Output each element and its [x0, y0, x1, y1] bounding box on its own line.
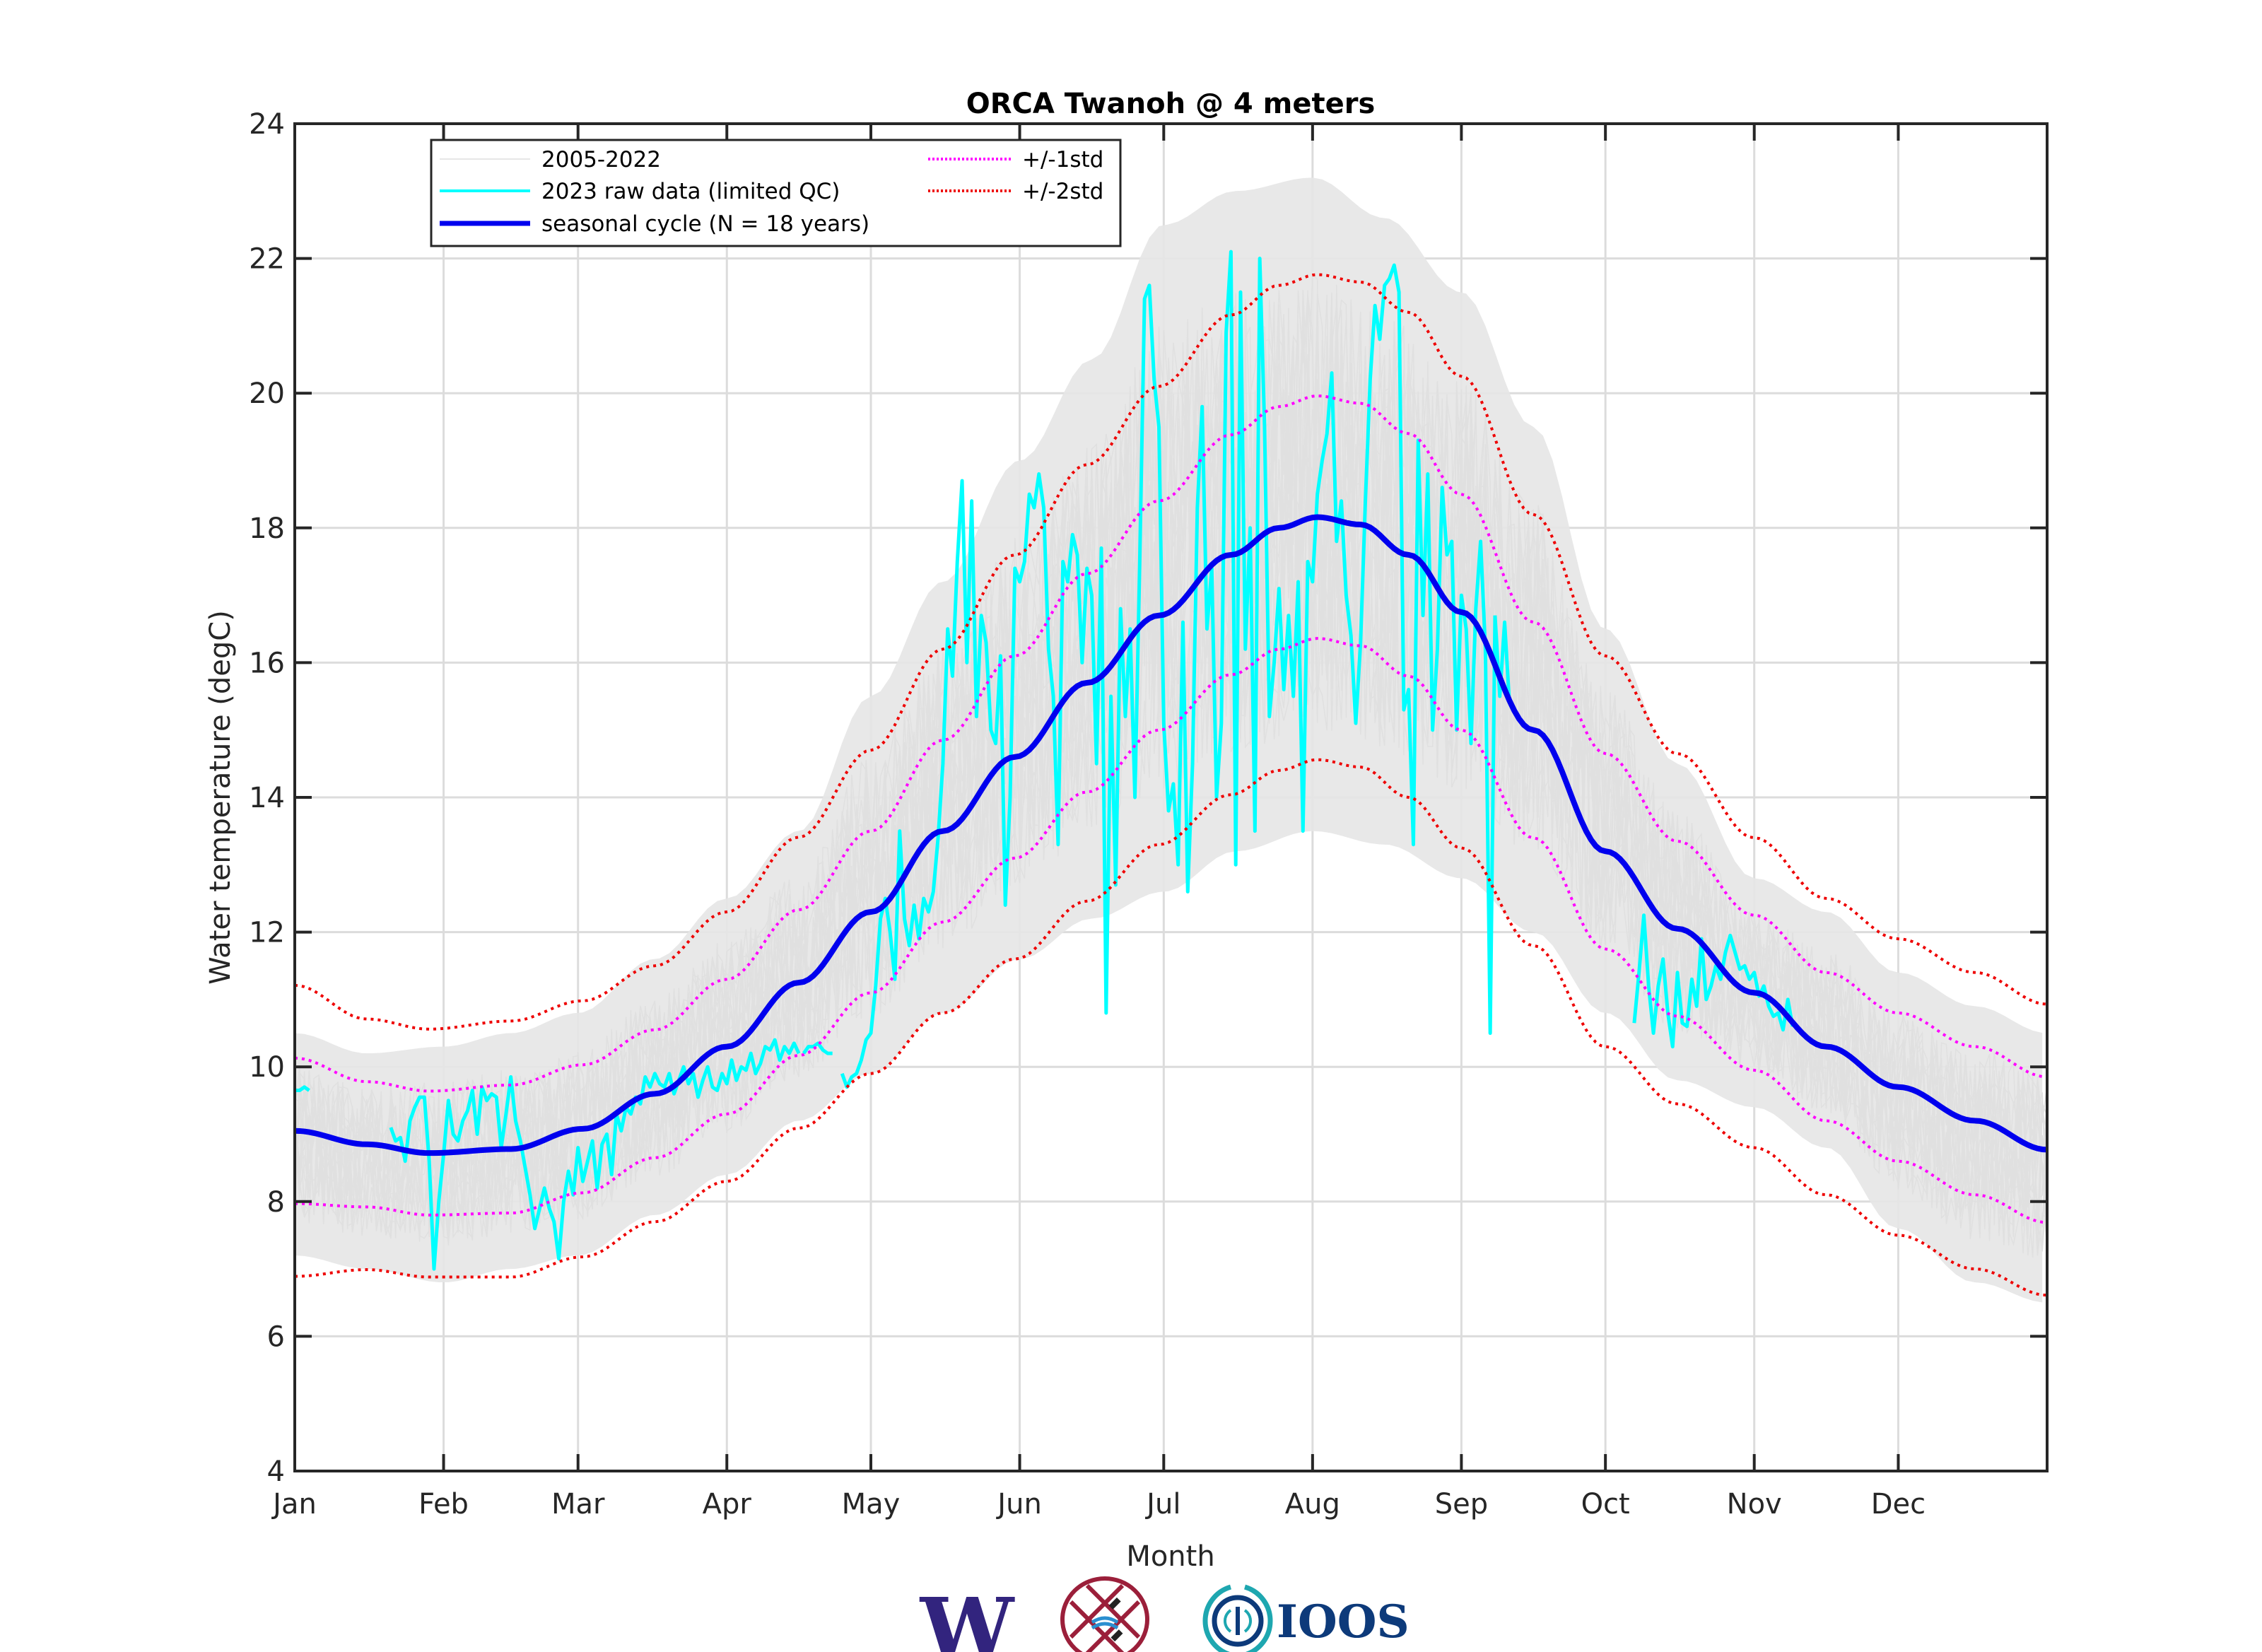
seasonal-cycle-layer — [294, 514, 2048, 1156]
uw-logo: W — [919, 1579, 1015, 1652]
x-tick-label-aug: Aug — [1285, 1488, 1340, 1521]
seasonal-cycle-line — [294, 514, 2048, 1156]
tribal-logo-mark — [1108, 1597, 1121, 1610]
x-tick-label-sep: Sep — [1435, 1488, 1488, 1521]
y-tick-label: 22 — [249, 243, 285, 276]
historical-year-trace — [294, 299, 2048, 1254]
chart-title: ORCA Twanoh @ 4 meters — [966, 88, 1376, 120]
x-tick-label-nov: Nov — [1727, 1488, 1782, 1521]
ticks — [293, 122, 2047, 1472]
legend-label-2std: +/-2std — [1022, 179, 1103, 204]
tribal-logo-mark — [1111, 1629, 1123, 1642]
raw-2023-line — [802, 1041, 833, 1055]
y-tick-label: 6 — [267, 1320, 285, 1353]
legend-label-raw-2023: 2023 raw data (limited QC) — [541, 179, 840, 204]
plus-2std-line — [294, 273, 2048, 1031]
x-tick-label-jun: Jun — [995, 1488, 1042, 1521]
raw-2023-line — [1493, 615, 1511, 703]
x-tick-labels: Jan Feb Mar Apr May Jun Jul Aug Sep Oct Nov Dec — [271, 1488, 1926, 1521]
tribal-logo-lattice — [1069, 1583, 1141, 1652]
ioos-outer-arc-right — [1243, 1584, 1273, 1652]
ioos-inner-circle — [1212, 1595, 1264, 1647]
ioos-outer-arc-left — [1202, 1584, 1232, 1652]
raw-2023-line — [840, 250, 1497, 1089]
historical-year-trace — [294, 296, 2048, 1254]
x-tick-label-dec: Dec — [1871, 1488, 1926, 1521]
y-tick-label: 14 — [249, 782, 285, 814]
ioos-inner-arcs — [1224, 1609, 1252, 1633]
y-tick-label: 20 — [249, 377, 285, 410]
y-tick-label: 4 — [267, 1455, 285, 1488]
tribal-logo — [1060, 1576, 1149, 1652]
tribal-logo-ring — [1060, 1576, 1149, 1652]
raw-2023-line — [389, 1038, 801, 1271]
y-tick-label: 24 — [249, 108, 285, 141]
x-axis-label: Month — [1126, 1540, 1214, 1573]
tribal-logo-wave — [1091, 1616, 1119, 1630]
x-tick-label-feb: Feb — [418, 1488, 469, 1521]
legend-label-seasonal-cycle: seasonal cycle (N = 18 years) — [541, 211, 869, 237]
legend: 2005-2022 2023 raw data (limited QC) sea… — [430, 139, 1122, 247]
minus-1std-line — [294, 637, 2048, 1224]
x-tick-label-jul: Jul — [1144, 1488, 1180, 1521]
x-tick-label-jan: Jan — [271, 1488, 317, 1521]
y-axis-label: Water temperature (degC) — [204, 610, 237, 985]
x-tick-label-mar: Mar — [551, 1488, 605, 1521]
x-tick-label-oct: Oct — [1581, 1488, 1630, 1521]
x-tick-label-apr: Apr — [703, 1488, 752, 1521]
uw-logo-glyph: W — [919, 1579, 1015, 1652]
std-layer — [294, 273, 2048, 1297]
minus-2std-line — [294, 758, 2048, 1297]
ioos-logo: IOOS — [1202, 1584, 1410, 1652]
y-tick-label: 18 — [249, 512, 285, 545]
ioos-logo-text: IOOS — [1277, 1595, 1410, 1648]
legend-label-1std: +/-1std — [1022, 147, 1103, 172]
legend-label-historical: 2005-2022 — [541, 147, 661, 172]
y-tick-label: 16 — [249, 647, 285, 679]
y-tick-labels: 4 6 8 10 12 14 16 18 20 22 24 — [249, 108, 285, 1488]
y-tick-label: 8 — [267, 1186, 285, 1219]
x-tick-label-may: May — [842, 1488, 901, 1521]
y-tick-label: 10 — [249, 1051, 285, 1084]
y-tick-label: 12 — [249, 917, 285, 949]
historical-year-trace — [294, 284, 2048, 1241]
raw-2023-line — [295, 1085, 310, 1093]
